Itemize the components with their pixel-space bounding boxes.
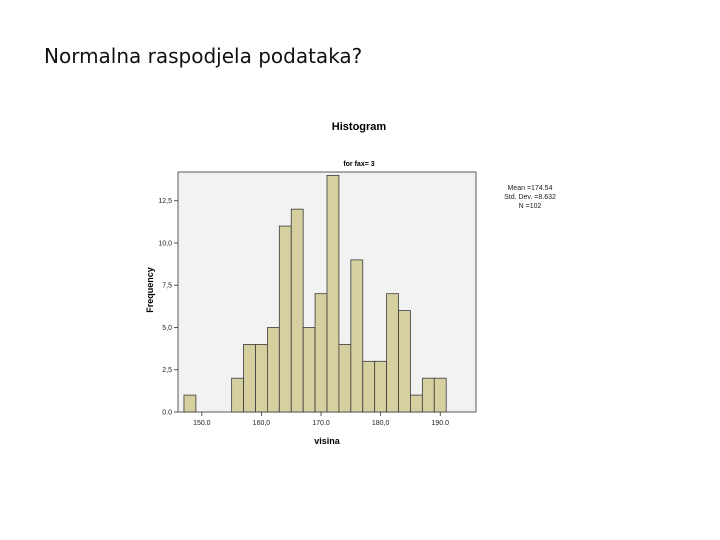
x-tick-label-0: 150.0	[193, 420, 211, 427]
y-tick-label-0: 0.0	[162, 410, 172, 417]
histogram-bar-6	[290, 208, 304, 413]
x-axis-label: visina	[314, 436, 341, 446]
chart-subtitle: for fax= 3	[343, 161, 374, 168]
x-tick-label-1: 160,0	[253, 420, 271, 427]
histogram-bar-15	[398, 310, 411, 413]
x-tick-label-2: 170.0	[312, 420, 330, 427]
y-tick-label-4: 10,0	[158, 240, 172, 247]
bars-group	[183, 174, 447, 413]
y-axis-label: Frequency	[145, 267, 155, 313]
histogram-bar-14	[386, 293, 399, 413]
histogram-bar-1	[231, 377, 244, 413]
y-ticks-group: 0.0 2,5 5,0 7,5 10,0 12,5	[158, 198, 178, 417]
y-tick-label-3: 7,5	[162, 283, 172, 290]
histogram-bar-3	[255, 343, 268, 413]
histogram-bar-2	[243, 343, 256, 413]
histogram-bar-18	[433, 377, 447, 413]
slide-title: Normalna raspodjela podataka?	[44, 44, 363, 68]
histogram-bar-16	[410, 394, 423, 413]
chart-title: Histogram	[332, 121, 387, 133]
histogram-bar-10	[338, 343, 352, 413]
histogram-bar-17	[421, 377, 435, 413]
x-tick-label-3: 180,0	[372, 420, 390, 427]
stats-n: N =102	[519, 203, 542, 210]
x-tick-label-4: 190.0	[431, 420, 449, 427]
y-tick-label-2: 5,0	[162, 325, 172, 332]
stats-mean: Mean =174.54	[508, 185, 553, 192]
histogram-bar-9	[326, 174, 340, 413]
y-tick-label-1: 2,5	[162, 367, 172, 374]
histogram-bar-13	[374, 360, 387, 413]
histogram-bar-5	[278, 225, 292, 413]
histogram-bar-0	[183, 394, 197, 413]
stats-std-dev: Std. Dev. =8.632	[504, 194, 556, 201]
histogram-bar-4	[266, 327, 280, 413]
histogram-bar-8	[314, 293, 328, 413]
y-tick-label-5: 12,5	[158, 198, 172, 205]
histogram-bar-11	[350, 259, 364, 413]
histogram-bar-12	[362, 360, 376, 413]
x-ticks-group: 150.0 160,0 170.0 180,0 190.0	[193, 412, 449, 427]
histogram-bar-7	[302, 327, 316, 413]
stats-box: Mean =174.54 Std. Dev. =8.632 N =102	[504, 185, 556, 210]
